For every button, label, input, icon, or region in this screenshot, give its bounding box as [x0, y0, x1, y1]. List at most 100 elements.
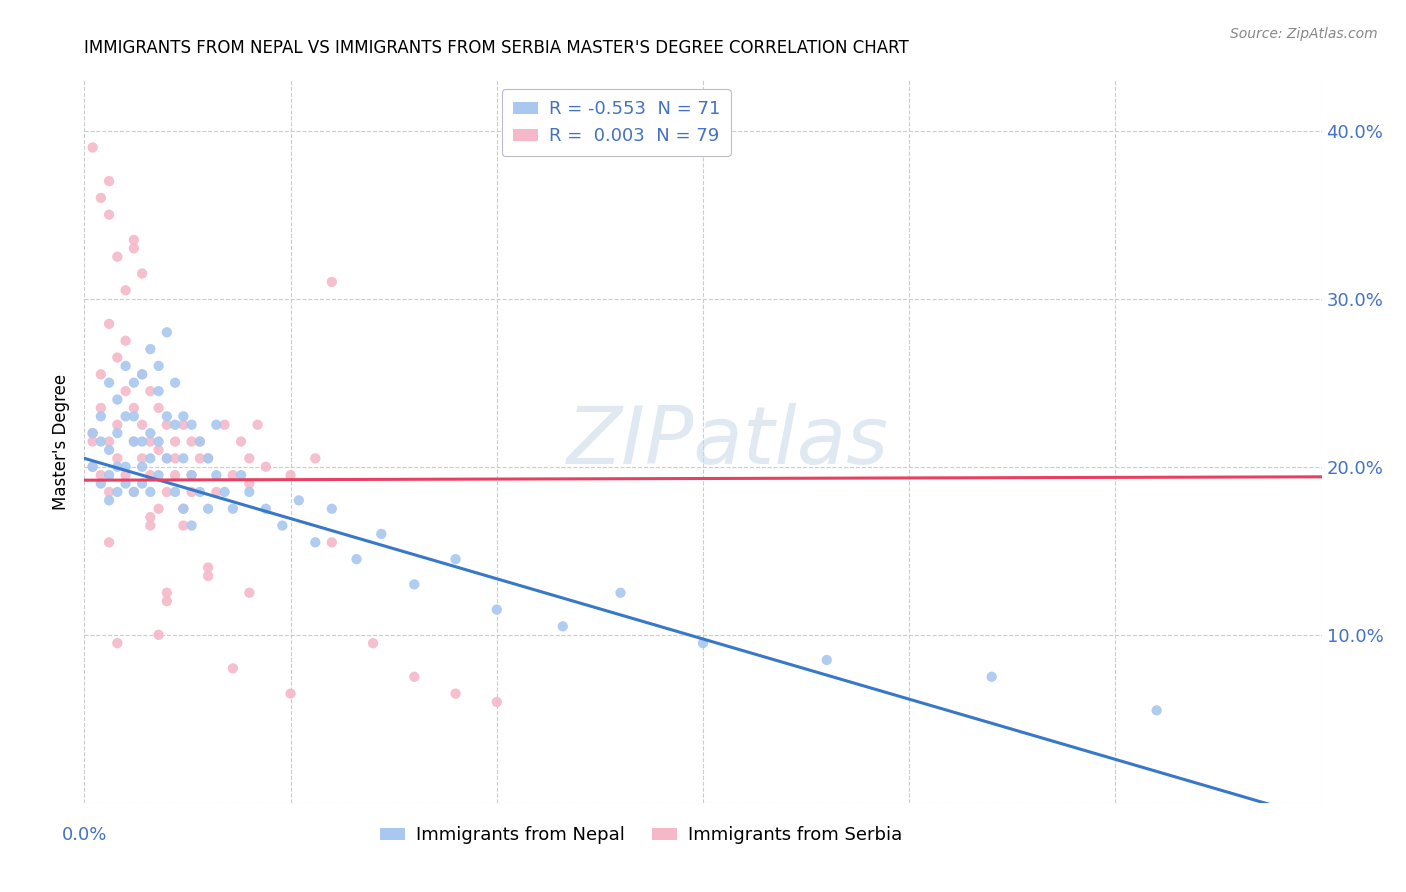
Point [156, 417, 179, 432]
Point [321, 535, 343, 549]
Point [114, 334, 136, 348]
Point [172, 518, 194, 533]
Point [105, 392, 128, 407]
Point [90, 368, 112, 382]
Point [98, 493, 121, 508]
Point [105, 636, 128, 650]
Text: 0.0%: 0.0% [62, 826, 107, 844]
Point [197, 451, 219, 466]
Point [156, 594, 179, 608]
Point [229, 468, 252, 483]
Point [172, 501, 194, 516]
Point [90, 468, 112, 483]
Point [180, 518, 202, 533]
Point [105, 459, 128, 474]
Point [551, 619, 574, 633]
Point [114, 476, 136, 491]
Point [205, 485, 228, 500]
Point [197, 560, 219, 574]
Point [188, 434, 211, 449]
Point [90, 409, 112, 424]
Point [114, 468, 136, 483]
Point [238, 586, 260, 600]
Point [131, 451, 153, 466]
Point [609, 586, 631, 600]
Point [122, 485, 145, 500]
Point [238, 485, 260, 500]
Point [139, 468, 162, 483]
Point [90, 476, 112, 491]
Point [148, 359, 170, 373]
Point [148, 442, 170, 457]
Point [139, 518, 162, 533]
Point [105, 485, 128, 500]
Text: IMMIGRANTS FROM NEPAL VS IMMIGRANTS FROM SERBIA MASTER'S DEGREE CORRELATION CHAR: IMMIGRANTS FROM NEPAL VS IMMIGRANTS FROM… [84, 38, 910, 56]
Point [105, 351, 128, 365]
Point [98, 535, 121, 549]
Point [361, 636, 384, 650]
Point [98, 434, 121, 449]
Point [82, 434, 104, 449]
Point [404, 670, 426, 684]
Point [148, 501, 170, 516]
Point [205, 417, 228, 432]
Point [131, 368, 153, 382]
Point [444, 552, 467, 566]
Point [131, 434, 153, 449]
Point [188, 434, 211, 449]
Point [131, 476, 153, 491]
Point [238, 476, 260, 491]
Point [114, 459, 136, 474]
Point [222, 661, 245, 675]
Point [321, 501, 343, 516]
Point [165, 451, 187, 466]
Point [180, 434, 202, 449]
Point [131, 417, 153, 432]
Point [148, 401, 170, 415]
Point [156, 485, 179, 500]
Point [304, 451, 326, 466]
Point [156, 451, 179, 466]
Point [238, 451, 260, 466]
Point [139, 485, 162, 500]
Point [156, 586, 179, 600]
Point [105, 451, 128, 466]
Point [485, 602, 508, 616]
Point [404, 577, 426, 591]
Point [222, 468, 245, 483]
Point [105, 426, 128, 441]
Point [148, 434, 170, 449]
Point [122, 376, 145, 390]
Text: ZIPatlas: ZIPatlas [567, 402, 889, 481]
Point [114, 283, 136, 297]
Point [98, 174, 121, 188]
Point [1146, 703, 1168, 717]
Point [98, 317, 121, 331]
Point [139, 342, 162, 356]
Point [197, 569, 219, 583]
Point [214, 417, 236, 432]
Text: Source: ZipAtlas.com: Source: ZipAtlas.com [1230, 27, 1378, 41]
Point [82, 459, 104, 474]
Point [180, 468, 202, 483]
Point [114, 359, 136, 373]
Point [122, 485, 145, 500]
Point [98, 485, 121, 500]
Point [122, 233, 145, 247]
Point [98, 376, 121, 390]
Point [105, 417, 128, 432]
Point [172, 417, 194, 432]
Point [90, 434, 112, 449]
Point [156, 409, 179, 424]
Point [122, 241, 145, 255]
Point [280, 468, 302, 483]
Point [148, 468, 170, 483]
Point [131, 267, 153, 281]
Point [148, 628, 170, 642]
Point [180, 485, 202, 500]
Point [346, 552, 368, 566]
Point [229, 434, 252, 449]
Point [280, 687, 302, 701]
Point [180, 417, 202, 432]
Point [254, 501, 277, 516]
